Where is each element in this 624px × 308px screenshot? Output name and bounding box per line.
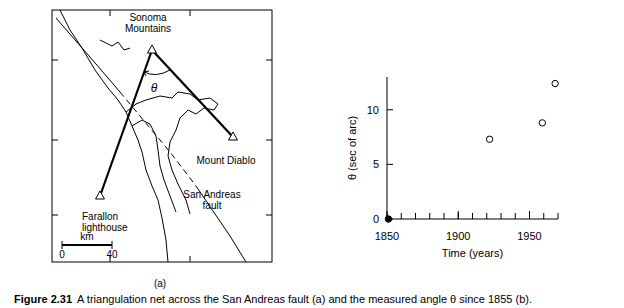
triangulation-line (100, 50, 152, 196)
x-axis-title: Time (years) (442, 247, 503, 259)
fault-line (56, 18, 120, 92)
x-minor-tick (472, 213, 473, 219)
scale-unit: km (80, 231, 93, 242)
frame-tick (190, 256, 191, 262)
angle-label: θ (151, 81, 158, 95)
map: θSonomaMountainsMount DiabloFarallonligh… (52, 10, 272, 262)
background (0, 0, 624, 308)
station-marker (148, 45, 157, 53)
frame-tick (266, 140, 272, 141)
scale-label: 40 (106, 249, 118, 260)
data-point (552, 80, 558, 86)
scale-bar (62, 244, 112, 246)
place-label: Mountains (125, 23, 171, 34)
scale-tick (112, 241, 113, 249)
x-minor-tick (501, 213, 502, 219)
x-minor-tick (401, 213, 402, 219)
caption: Figure 2.31 A triangulation net across th… (14, 293, 532, 305)
frame-tick (52, 215, 58, 216)
chart: 0 5 10 1850 1900 1950 Time (years) θ (sec of ar… (346, 77, 558, 259)
bay-shore (132, 120, 176, 212)
x-minor-tick (515, 213, 516, 219)
data-point (385, 216, 391, 222)
fault-label: fault (203, 200, 222, 211)
frame-tick (52, 60, 58, 61)
frame-tick (110, 10, 111, 16)
y-axis (387, 77, 388, 219)
y-tick-label: 0 (373, 213, 379, 225)
x-minor-tick (444, 213, 445, 219)
angle-arc (144, 70, 170, 75)
triangulation-line (152, 50, 233, 137)
caption-number: Figure 2.31 (14, 293, 72, 305)
coastline (60, 10, 168, 262)
place-label: Farallon (82, 211, 118, 222)
x-tick (529, 211, 530, 219)
data-point (486, 136, 492, 142)
panel-label: (a) (154, 278, 166, 289)
frame-tick (266, 60, 272, 61)
x-tick (458, 211, 459, 219)
x-minor-tick (415, 213, 416, 219)
shore-detail (100, 40, 130, 50)
plot-area (385, 80, 558, 222)
place-label: Sonoma (129, 12, 167, 23)
x-tick-label: 1850 (375, 230, 399, 242)
x-minor-tick (543, 213, 544, 219)
y-tick-label: 5 (373, 158, 379, 170)
map-frame (52, 10, 272, 262)
station-marker (229, 132, 238, 140)
frame-tick (190, 10, 191, 16)
x-minor-tick (429, 213, 430, 219)
x-tick-label: 1950 (517, 230, 541, 242)
x-tick-label: 1900 (446, 230, 470, 242)
caption-text: A triangulation net across the San Andre… (77, 293, 532, 305)
data-point (539, 120, 545, 126)
fault-label: San Andreas (183, 189, 240, 200)
y-tick (387, 109, 393, 110)
place-label: Mount Diablo (197, 155, 256, 166)
y-tick-label: 10 (367, 104, 379, 116)
scale-label: 0 (59, 249, 65, 260)
figure: θSonomaMountainsMount DiabloFarallonligh… (0, 0, 624, 308)
y-tick (387, 164, 393, 165)
y-axis-title: θ (sec of arc) (346, 116, 358, 180)
station-marker (96, 191, 105, 199)
scale-tick (62, 241, 63, 249)
x-minor-tick (486, 213, 487, 219)
angle-arrow (144, 71, 149, 76)
x-minor-tick (558, 213, 559, 219)
frame-tick (52, 140, 58, 141)
figure-root: θSonomaMountainsMount DiabloFarallonligh… (0, 0, 624, 308)
frame-tick (266, 215, 272, 216)
